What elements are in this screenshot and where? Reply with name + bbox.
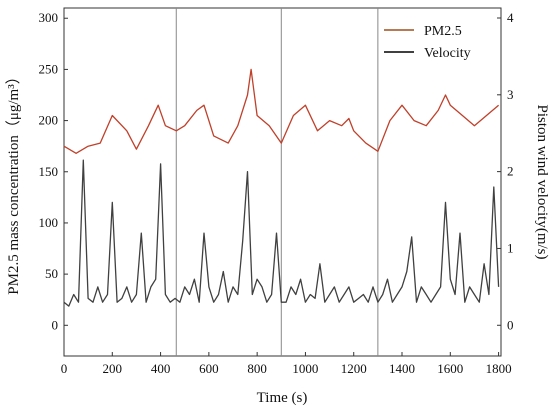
tick-marks: 0 200 400 600 800 1000 1200 1400 1600 18000501001… xyxy=(39,10,515,376)
legend-label-velocity: Velocity xyxy=(424,46,471,61)
y-right-tick-label: 3 xyxy=(507,87,514,102)
series-line-velocity xyxy=(63,159,500,307)
x-tick-label: 400 xyxy=(151,361,171,376)
y-right-axis-title: Piston wind velocity(m/s) xyxy=(534,105,550,260)
y-left-tick-label: 300 xyxy=(39,10,59,25)
x-tick-label: 1200 xyxy=(341,361,367,376)
legend-label-pm25: PM2.5 xyxy=(424,24,462,39)
x-tick-label: 200 xyxy=(103,361,123,376)
x-tick-label: 0 xyxy=(61,361,68,376)
y-left-tick-label: 200 xyxy=(39,113,59,128)
y-left-tick-label: 50 xyxy=(45,266,58,281)
vertical-lines xyxy=(175,8,379,356)
y-right-tick-label: 2 xyxy=(507,164,514,179)
y-right-tick-label: 4 xyxy=(507,10,514,25)
y-left-tick-label: 0 xyxy=(52,317,59,332)
x-tick-label: 1000 xyxy=(292,361,318,376)
series-layer xyxy=(63,68,500,307)
x-tick-label: 600 xyxy=(199,361,219,376)
x-tick-label: 1600 xyxy=(437,361,463,376)
legend: PM2.5 Velocity xyxy=(384,24,471,61)
y-left-tick-label: 100 xyxy=(39,215,59,230)
x-axis-title: Time (s) xyxy=(257,390,308,406)
series-line-pm25 xyxy=(63,68,500,154)
y-left-tick-label: 250 xyxy=(39,61,59,76)
y-right-tick-label: 0 xyxy=(507,317,514,332)
x-tick-label: 800 xyxy=(247,361,267,376)
plot-frame xyxy=(63,7,502,357)
y-right-tick-label: 1 xyxy=(507,240,514,255)
y-left-axis-title: PM2.5 mass concentration（μg/m³） xyxy=(5,69,22,294)
x-tick-label: 1800 xyxy=(486,361,512,376)
y-left-tick-label: 150 xyxy=(39,164,59,179)
x-tick-label: 1400 xyxy=(389,361,415,376)
